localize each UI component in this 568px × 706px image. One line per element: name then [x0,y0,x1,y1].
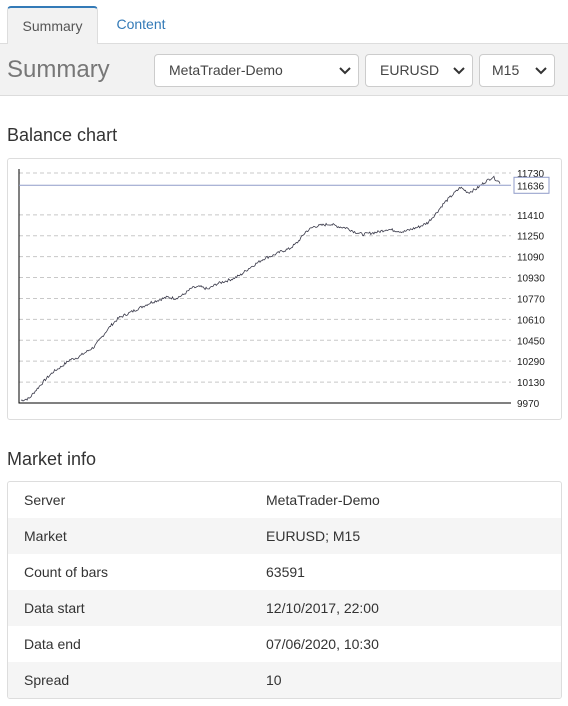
timeframe-select-value: M15 [492,62,520,78]
chart-axes [18,169,511,404]
y-tick-label: 11410 [517,211,545,222]
table-row: Spread 10 [8,662,561,698]
row-key: Count of bars [24,564,109,580]
balance-line [20,175,501,402]
table-row: Data end 07/06/2020, 10:30 [8,626,561,662]
y-tick-label: 10450 [517,336,545,347]
y-tick-label: 9970 [517,399,540,410]
chevron-down-icon [453,67,465,75]
row-value: 10 [266,672,282,688]
row-value: 12/10/2017, 22:00 [266,600,379,616]
chevron-down-icon [535,67,547,75]
row-value: EURUSD; M15 [266,528,361,544]
row-value: MetaTrader-Demo [266,492,380,508]
row-value: 07/06/2020, 10:30 [266,636,379,652]
y-tick-label: 11090 [517,253,545,264]
y-tick-label: 10130 [517,378,545,389]
tab-summary[interactable]: Summary [7,6,98,45]
chevron-down-icon [339,67,351,75]
table-row: Server MetaTrader-Demo [8,482,561,518]
row-key: Data start [24,600,85,616]
y-tick-label: 10290 [517,357,545,368]
balance-chart-panel: 11730 11410 11250 11090 10930 10770 10610 10450… [7,158,562,420]
table-row: Data start 12/10/2017, 22:00 [8,590,561,626]
y-tick-label: 10930 [517,274,545,285]
symbol-select[interactable]: EURUSD [365,54,473,87]
symbol-select-value: EURUSD [380,62,440,78]
y-tick-label: 10610 [517,315,545,326]
row-value: 63591 [266,564,305,580]
tab-content[interactable]: Content [116,16,166,32]
y-tick-label: 11730 [517,169,545,180]
balance-chart-title: Balance chart [7,125,118,145]
row-key: Server [24,492,66,508]
balance-chart: 11730 11410 11250 11090 10930 10770 10610 10450… [18,169,550,410]
table-row: Market EURUSD; M15 [8,518,561,554]
row-key: Data end [24,636,81,652]
row-key: Market [24,528,67,544]
server-select[interactable]: MetaTrader-Demo [154,54,359,87]
page-header: Summary MetaTrader-Demo EURUSD M15 [0,44,568,96]
table-row: Count of bars 63591 [8,554,561,590]
market-info-table: Server MetaTrader-Demo Market EURUSD; M1… [7,481,562,699]
current-value-label: 11636 [517,181,545,192]
market-info-title: Market info [7,449,97,469]
tab-bar: Summary Content [0,0,568,45]
current-value-box [513,176,550,194]
row-key: Spread [24,672,70,688]
server-select-value: MetaTrader-Demo [169,62,283,78]
y-tick-label: 11250 [517,232,545,243]
timeframe-select[interactable]: M15 [479,54,555,87]
page-title: Summary [7,56,110,83]
y-tick-label: 10770 [517,294,545,305]
